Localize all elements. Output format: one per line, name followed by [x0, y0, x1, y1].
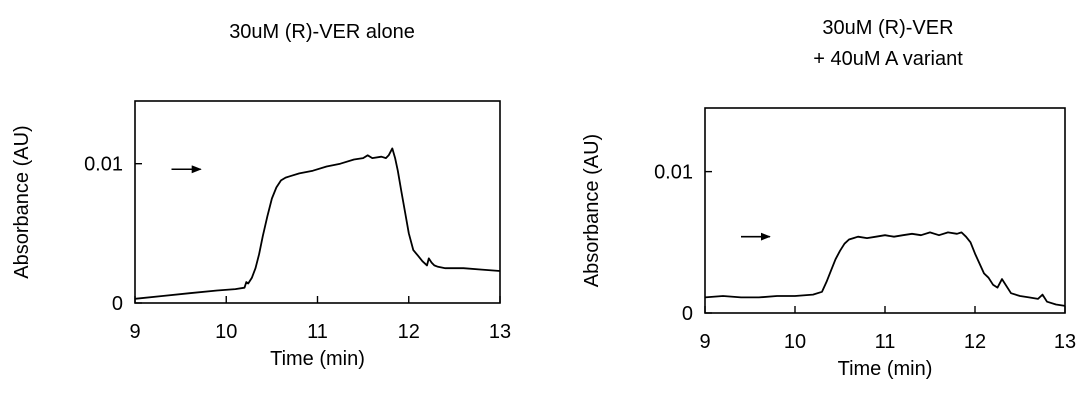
y-axis-title: Absorbance (AU)	[11, 125, 33, 278]
x-tick-label: 13	[489, 321, 511, 343]
y-tick-label: 0.01	[654, 162, 693, 184]
chart-title-line: 30uM (R)-VER	[822, 17, 953, 39]
x-axis-title: Time (min)	[838, 358, 933, 380]
chart-panel-2: 30uM (R)-VER + 40uM A variant 9 10 11 12 13 0 0.…	[581, 17, 1076, 380]
chart-title-line: + 40uM A variant	[813, 48, 963, 70]
x-tick-label: 9	[129, 321, 140, 343]
x-tick-label: 12	[398, 321, 420, 343]
x-tick-label: 13	[1054, 331, 1076, 353]
x-tick-label: 10	[784, 331, 806, 353]
y-tick-label: 0.01	[84, 154, 123, 176]
x-tick-label: 10	[215, 321, 237, 343]
plot-frame	[134, 100, 501, 304]
x-tick-label: 9	[699, 331, 710, 353]
chart-title-line: 30uM (R)-VER alone	[229, 21, 415, 43]
series-line-1	[134, 147, 501, 300]
chart-panel-1: 30uM (R)-VER alone 9 10 11 12 13 0 0.01 Time (mi…	[11, 21, 511, 370]
x-tick-label: 12	[964, 331, 986, 353]
plot-frame	[704, 107, 1066, 314]
x-axis-title: Time (min)	[270, 348, 365, 370]
x-tick-label: 11	[875, 331, 896, 353]
y-tick-label: 0	[112, 293, 123, 315]
y-axis-title: Absorbance (AU)	[581, 134, 603, 287]
y-tick-label: 0	[682, 303, 693, 325]
x-tick-label: 11	[307, 321, 328, 343]
series-line-1	[704, 231, 1066, 307]
